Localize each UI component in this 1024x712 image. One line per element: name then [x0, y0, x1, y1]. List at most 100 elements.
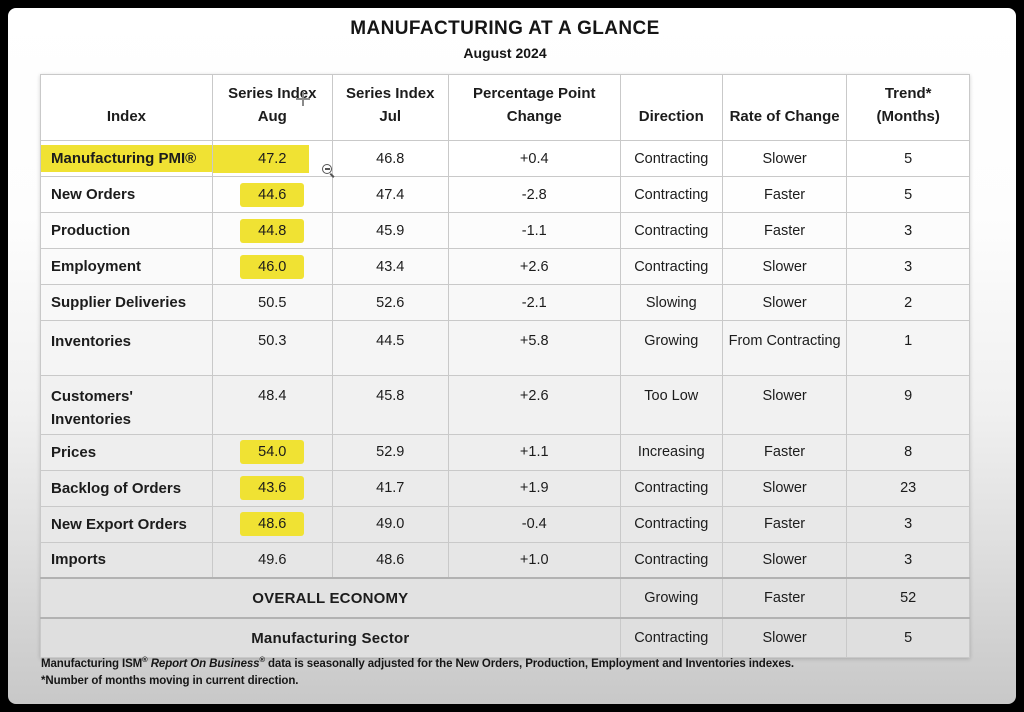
change-value: +1.0 [447, 541, 621, 579]
trend-value: 1 [846, 320, 970, 376]
table-row: Inventories 50.3 44.5 +5.8 Growing From … [40, 320, 970, 376]
rate-value: Faster [721, 505, 848, 543]
row-label: Manufacturing PMI® [40, 140, 213, 177]
change-value: -2.8 [447, 176, 621, 213]
aug-value: 43.6 [211, 469, 333, 507]
highlight-marker: 43.6 [240, 476, 305, 500]
trend-value: 5 [846, 617, 970, 658]
manufacturing-at-a-glance-table: Index Series Index Aug Series Index Jul … [40, 74, 970, 658]
change-value: -0.4 [447, 505, 621, 543]
col-header-series-index-jul: Series Index Jul [331, 74, 449, 141]
direction-value: Too Low [619, 375, 723, 435]
direction-value: Contracting [619, 248, 723, 285]
change-value: +1.1 [447, 433, 621, 471]
table-row: Manufacturing PMI® 47.2 46.8 +0.4 Contra… [40, 140, 970, 177]
row-label: Employment [40, 248, 213, 285]
row-label: Production [40, 212, 213, 249]
col-header-direction: Direction [619, 74, 723, 141]
magnifier-handle [329, 173, 335, 178]
row-label: Imports [40, 541, 213, 579]
direction-value: Contracting [619, 617, 723, 658]
trend-value: 5 [846, 176, 970, 213]
table-row: New Orders 44.6 47.4 -2.8 Contracting Fa… [40, 176, 970, 213]
change-value: -2.1 [447, 284, 621, 321]
jul-value: 52.6 [331, 284, 449, 321]
rate-value: Faster [721, 176, 848, 213]
highlight-marker: 44.6 [240, 182, 305, 207]
jul-value: 41.7 [331, 469, 449, 507]
highlight-marker: 48.6 [240, 512, 305, 536]
change-value: +0.4 [447, 140, 621, 177]
summary-row-overall-economy: OVERALL ECONOMY Growing Faster 52 [40, 577, 970, 619]
trend-value: 9 [846, 375, 970, 435]
row-label: Backlog of Orders [40, 469, 213, 507]
rate-value: Slower [721, 375, 848, 435]
rate-value: Faster [721, 433, 848, 471]
direction-value: Increasing [619, 433, 723, 471]
trend-value: 3 [846, 248, 970, 285]
rate-value: From Contracting [721, 320, 848, 376]
aug-value: 44.6 [211, 176, 333, 213]
summary-label: Manufacturing Sector [40, 617, 621, 658]
table-row: Production 44.8 45.9 -1.1 Contracting Fa… [40, 212, 970, 249]
footnote-line-1: Manufacturing ISM® Report On Business® d… [41, 655, 795, 670]
magnifier-lens [322, 164, 332, 174]
jul-value: 45.9 [331, 212, 449, 249]
change-value: -1.1 [447, 212, 621, 249]
col-header-trend-months: Trend* (Months) [846, 74, 970, 141]
trend-value: 52 [846, 577, 970, 619]
rate-value: Faster [721, 212, 848, 249]
aug-value: 46.0 [211, 248, 333, 285]
highlight-marker: 44.8 [240, 218, 305, 243]
page-subtitle: August 2024 [463, 45, 547, 61]
table-row: Supplier Deliveries 50.5 52.6 -2.1 Slowi… [40, 284, 970, 321]
col-header-series-index-aug: Series Index Aug [211, 74, 333, 141]
jul-value: 48.6 [331, 541, 449, 579]
trend-value: 3 [846, 505, 970, 543]
direction-value: Contracting [619, 469, 723, 507]
aug-value: 50.5 [211, 284, 333, 321]
col-header-percentage-point-change: Percentage Point Change [447, 74, 621, 141]
row-label: Prices [40, 433, 213, 471]
direction-value: Growing [619, 577, 723, 619]
trend-value: 23 [846, 469, 970, 507]
direction-value: Contracting [619, 212, 723, 249]
jul-value: 52.9 [331, 433, 449, 471]
slide-content: MANUFACTURING AT A GLANCE August 2024 In… [8, 8, 1016, 704]
table-row: New Export Orders 48.6 49.0 -0.4 Contrac… [40, 505, 970, 543]
footnote-line-2: *Number of months moving in current dire… [41, 674, 299, 687]
direction-value: Growing [619, 320, 723, 376]
col-header-index: Index [40, 74, 213, 141]
summary-label: OVERALL ECONOMY [40, 577, 621, 619]
change-value: +5.8 [447, 320, 621, 376]
table-row: Prices 54.0 52.9 +1.1 Increasing Faster … [40, 433, 970, 471]
table-row: Customers' Inventories 48.4 45.8 +2.6 To… [40, 375, 970, 435]
aug-value: 48.6 [211, 505, 333, 543]
registered-mark: ® [142, 655, 148, 664]
jul-value: 45.8 [331, 375, 449, 435]
direction-value: Contracting [619, 505, 723, 543]
row-label: Supplier Deliveries [40, 284, 213, 321]
aug-value: 49.6 [211, 541, 333, 579]
header: MANUFACTURING AT A GLANCE August 2024 [40, 18, 970, 61]
rate-value: Slower [721, 469, 848, 507]
table-header-row: Index Series Index Aug Series Index Jul … [40, 74, 970, 141]
row-label: New Export Orders [40, 505, 213, 543]
aug-value: 47.2 [211, 140, 333, 177]
trend-value: 2 [846, 284, 970, 321]
rate-value: Faster [721, 577, 848, 619]
page-title: MANUFACTURING AT A GLANCE [350, 18, 660, 39]
direction-value: Contracting [619, 140, 723, 177]
change-value: +2.6 [447, 248, 621, 285]
rate-value: Slower [721, 617, 848, 658]
aug-value: 48.4 [211, 375, 333, 435]
jul-value: 46.8 [331, 140, 449, 177]
jul-value: 47.4 [331, 176, 449, 213]
highlight-marker: 54.0 [240, 440, 305, 464]
table-row: Imports 49.6 48.6 +1.0 Contracting Slowe… [40, 541, 970, 579]
jul-value: 43.4 [331, 248, 449, 285]
rate-value: Slower [721, 284, 848, 321]
trend-value: 3 [846, 541, 970, 579]
aug-value: 54.0 [211, 433, 333, 471]
trend-value: 3 [846, 212, 970, 249]
